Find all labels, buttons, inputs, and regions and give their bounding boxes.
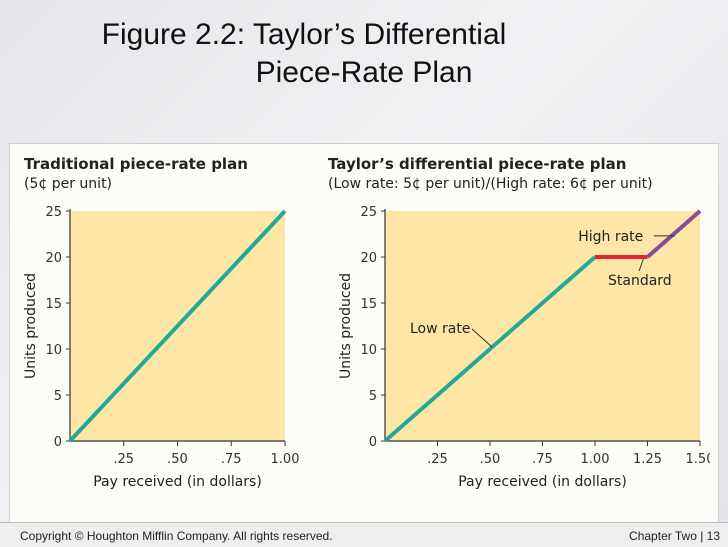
chart1-ytick-label: 25 — [45, 205, 62, 220]
figure-panel: Traditional piece-rate plan (5¢ per unit… — [9, 143, 719, 524]
chart1-ylabel: Units produced — [23, 273, 39, 379]
chart2-ytick-label: 5 — [369, 389, 377, 404]
chart2-ytick-label: 20 — [360, 251, 377, 266]
chart2-xlabel: Pay received (in dollars) — [458, 474, 627, 490]
chart1-xtick-label: .75 — [221, 452, 242, 467]
chart2-annotation-high-rate: High rate — [578, 229, 643, 245]
chart1-ytick-label: 20 — [45, 251, 62, 266]
chart2-annotation-low-rate: Low rate — [410, 321, 470, 337]
chart2-plot-area — [385, 211, 700, 441]
chart1-xtick-label: 1.00 — [271, 452, 300, 467]
chart2-annotation-standard-pointer — [638, 258, 644, 272]
chart1-ytick-label: 15 — [45, 297, 62, 312]
chart2-xtick-label: 1.00 — [581, 452, 610, 467]
chart1-ytick-label: 5 — [54, 389, 62, 404]
chart1-title: Traditional piece-rate plan — [24, 155, 248, 173]
slide-title-line1: Figure 2.2: Taylor’s Differential — [101, 18, 507, 51]
chart2-ylabel: Units produced — [338, 273, 354, 379]
chart1-series-line-1 — [68, 209, 287, 443]
chart2-ytick-label: 15 — [360, 297, 377, 312]
chart2-title: Taylor’s differential piece-rate plan — [328, 155, 627, 173]
chart1-ytick-label: 10 — [45, 343, 62, 358]
chart1-xtick-label: .50 — [167, 452, 188, 467]
chart2-ytick-label: 0 — [369, 435, 377, 450]
chart2-xtick-label: 1.25 — [633, 452, 662, 467]
chart1-svg: 0 5 10 15 20 25 .25 .50 .75 1.00 Pay received (in … — [23, 205, 300, 490]
footer: Copyright © Houghton Mifflin Company. Al… — [0, 522, 728, 547]
chart1-xlabel: Pay received (in dollars) — [93, 474, 262, 490]
chart1-ytick-label: 0 — [54, 435, 62, 450]
chart2-series-line-3 — [646, 209, 702, 259]
chart2-annotation-low-rate-pointer — [471, 328, 493, 348]
chart2-ytick-label: 25 — [360, 205, 377, 220]
chart1-xtick-label: .25 — [113, 452, 134, 467]
chart2-subtitle: (Low rate: 5¢ per unit)/(High rate: 6¢ p… — [328, 176, 653, 192]
chart2-xtick-label: .25 — [427, 452, 448, 467]
chart2-xtick-label: .50 — [480, 452, 501, 467]
footer-copyright: Copyright © Houghton Mifflin Company. Al… — [20, 529, 333, 543]
footer-chapter: Chapter Two | 13 — [629, 529, 720, 543]
chart1-subtitle: (5¢ per unit) — [24, 176, 113, 192]
chart2-annotation-standard: Standard — [608, 273, 672, 289]
slide-title-line2: Piece-Rate Plan — [255, 56, 473, 89]
chart2-series-line-1 — [383, 255, 597, 443]
chart2-ytick-label: 10 — [360, 343, 377, 358]
chart2-xtick-label: .75 — [532, 452, 553, 467]
chart2-xtick-label: 1.50 — [686, 452, 710, 467]
chart2-svg: 0 5 10 15 20 25 .25 .50 .75 1.00 1.25 1.50 Pay recei… — [338, 205, 710, 490]
